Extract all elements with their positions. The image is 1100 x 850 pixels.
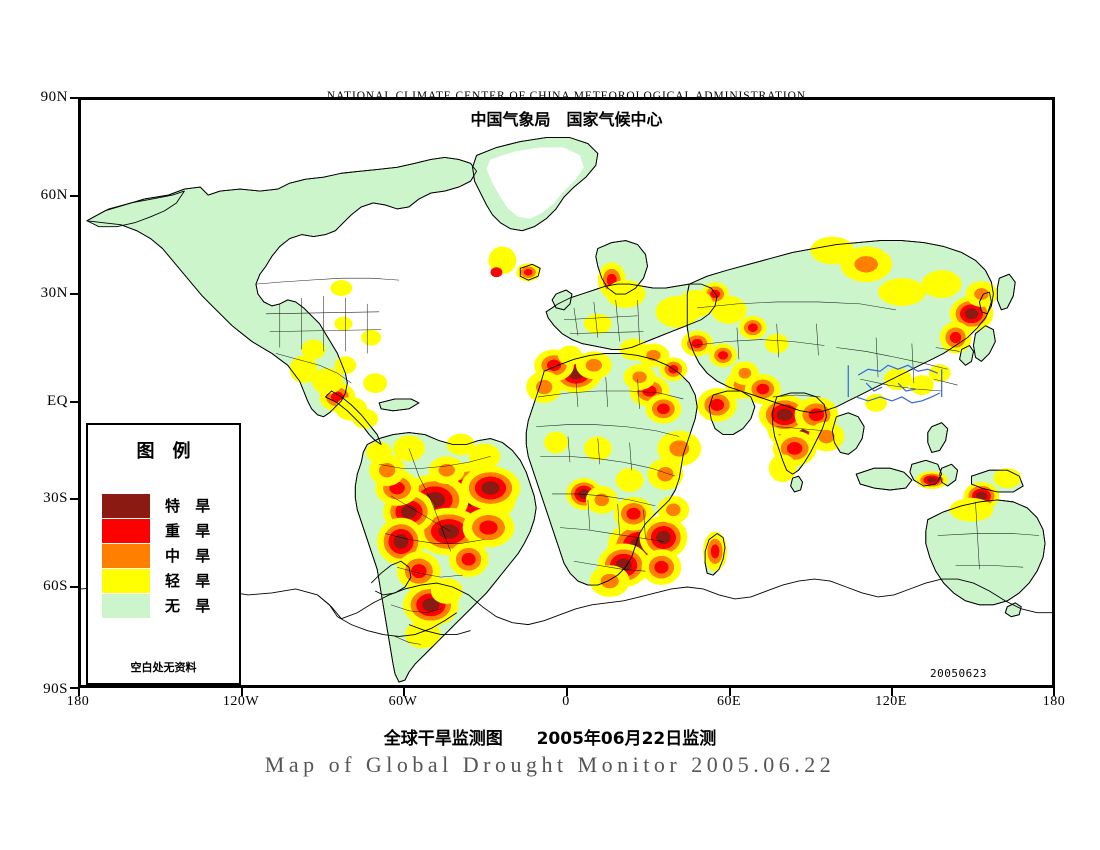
map-title-chinese-text: 全球干旱监测图 bbox=[383, 729, 503, 749]
ytick-eq: EQ bbox=[47, 393, 68, 409]
drought-blob-layer bbox=[289, 236, 1022, 649]
greenland-icecap-nodata bbox=[486, 147, 584, 219]
world-drought-raster bbox=[81, 100, 1052, 685]
ytick-90s: 90S bbox=[43, 681, 68, 697]
map-title-chinese-date: 2005年06月22日监测 bbox=[536, 729, 717, 749]
legend-title: 图例 bbox=[136, 441, 209, 462]
xtick-60e: 60E bbox=[716, 694, 742, 709]
legend-swatch-none bbox=[102, 593, 150, 618]
xtick-180w: 180 bbox=[66, 694, 90, 709]
legend-label-moderate: 中 旱 bbox=[165, 547, 216, 565]
xtick-120e: 120E bbox=[875, 694, 907, 709]
legend-label-mild: 轻 旱 bbox=[165, 572, 216, 590]
yellow-river bbox=[857, 364, 938, 376]
river-tributary-b bbox=[897, 382, 916, 392]
legend-note: 空白处无资料 bbox=[130, 661, 197, 674]
yangtze-river bbox=[856, 392, 940, 404]
legend-label-severe: 重 旱 bbox=[165, 522, 216, 540]
legend-item-list: 特 旱 重 旱 中 旱 轻 旱 无 旱 bbox=[102, 493, 232, 618]
legend-item-none: 无 旱 bbox=[102, 593, 232, 618]
china-boundary-blue bbox=[847, 365, 943, 397]
legend-swatch-moderate bbox=[102, 543, 150, 568]
legend-item-extreme: 特 旱 bbox=[102, 493, 232, 518]
xtick-60w: 60W bbox=[388, 694, 418, 709]
legend-label-none: 无 旱 bbox=[165, 597, 216, 615]
china-rivers bbox=[847, 364, 943, 404]
drought-greenland bbox=[488, 246, 517, 278]
xtick-0: 0 bbox=[562, 694, 570, 709]
ytick-30n: 30N bbox=[40, 285, 68, 301]
xtick-120w: 120W bbox=[222, 694, 260, 709]
map-title-english: Map of Global Drought Monitor 2005.06.22 bbox=[264, 752, 836, 777]
map-plot-area bbox=[78, 97, 1055, 688]
legend-item-severe: 重 旱 bbox=[102, 518, 232, 543]
map-title-chinese: 全球干旱监测图 2005年06月22日监测 bbox=[0, 724, 1100, 749]
drought-south-america bbox=[366, 433, 521, 649]
drought-africa bbox=[526, 349, 757, 597]
legend-item-mild: 轻 旱 bbox=[102, 568, 232, 593]
legend-swatch-mild bbox=[102, 568, 150, 593]
legend-item-moderate: 中 旱 bbox=[102, 543, 232, 568]
drought-north-america bbox=[289, 280, 388, 429]
legend-panel: 图例 特 旱 重 旱 中 旱 轻 旱 无 旱 空白处无资料 bbox=[86, 423, 241, 685]
xtick-180e: 180 bbox=[1042, 694, 1066, 709]
ytick-90n: 90N bbox=[40, 89, 68, 105]
legend-swatch-extreme bbox=[102, 493, 150, 518]
drought-europe bbox=[516, 262, 737, 368]
river-tributary-a bbox=[865, 382, 883, 392]
antarctica-coastline bbox=[81, 560, 1052, 637]
coastline-overlay bbox=[86, 137, 1046, 683]
legend-swatch-severe bbox=[102, 518, 150, 543]
ytick-60s: 60S bbox=[43, 578, 68, 594]
agency-name-english: NATIONAL CLIMATE CENTER OF CHINA METEORO… bbox=[326, 90, 807, 102]
production-datestamp: 20050623 bbox=[930, 667, 987, 680]
ytick-60n: 60N bbox=[40, 187, 68, 203]
legend-label-extreme: 特 旱 bbox=[165, 497, 216, 515]
agency-name-chinese: 中国气象局 国家气候中心 bbox=[470, 110, 663, 129]
ytick-30s: 30S bbox=[43, 490, 68, 506]
